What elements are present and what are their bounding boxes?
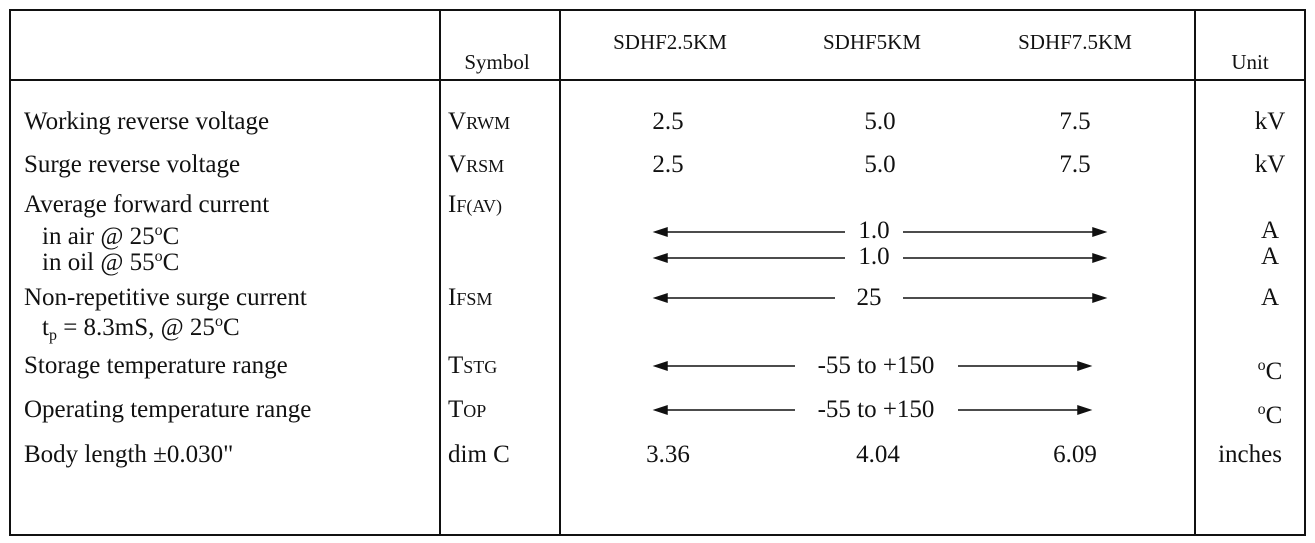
header-unit: Unit — [1231, 50, 1269, 74]
param-label: Surge reverse voltage — [24, 151, 241, 178]
value: 7.5 — [1059, 108, 1091, 135]
value: 5.0 — [864, 151, 896, 178]
arrowhead — [652, 404, 668, 416]
unit: inches — [1218, 441, 1282, 468]
symbol-main: V — [448, 151, 467, 178]
unit: oC — [1258, 395, 1283, 431]
symbol-main: T — [448, 352, 464, 379]
arrowhead — [1077, 360, 1093, 372]
value: 2.5 — [652, 151, 684, 178]
symbol: VRSM — [448, 150, 504, 181]
symbol: TOP — [448, 395, 486, 426]
unit: A — [1260, 243, 1280, 270]
symbol-main: I — [448, 284, 457, 311]
arrowhead — [652, 252, 668, 264]
degree: o — [1257, 357, 1266, 374]
symbol: dim C — [448, 441, 510, 468]
value: 7.5 — [1059, 151, 1091, 178]
arrowhead — [1092, 292, 1108, 304]
header-model: SDHF7.5KM — [1018, 30, 1132, 54]
symbol-sub: FSM — [456, 289, 493, 309]
unit: A — [1260, 284, 1280, 311]
header-symbol: Symbol — [464, 50, 530, 74]
unit: A — [1260, 217, 1280, 244]
condition: tp = 8.3mS, @ 25oC — [42, 307, 240, 351]
arrowhead — [652, 292, 668, 304]
param-label: Storage temperature range — [24, 352, 288, 379]
value: 5.0 — [864, 108, 896, 135]
value: 3.36 — [646, 441, 690, 468]
condition-main: t — [42, 314, 49, 341]
header-model: SDHF2.5KM — [613, 30, 727, 54]
arrowhead — [1092, 226, 1108, 238]
value: 1.0 — [858, 217, 890, 244]
unit: kV — [1254, 151, 1286, 178]
value: 4.04 — [856, 441, 900, 468]
symbol-sub: OP — [463, 401, 487, 421]
table-border — [9, 9, 1306, 536]
value: 1.0 — [858, 243, 890, 270]
param-label: Operating temperature range — [24, 396, 312, 423]
arrowhead — [1077, 404, 1093, 416]
value: 6.09 — [1053, 441, 1097, 468]
symbol-main: I — [448, 191, 457, 218]
degree: o — [214, 313, 223, 330]
condition-text: = 8.3mS, @ 25 — [56, 314, 215, 341]
arrowhead — [1092, 252, 1108, 264]
condition: in oil @ 55oC — [42, 242, 179, 278]
param-label: Body length ±0.030" — [24, 441, 234, 468]
symbol: IF(AV) — [448, 190, 502, 221]
arrowhead — [652, 226, 668, 238]
symbol: IFSM — [448, 283, 492, 314]
symbol-sub: STG — [463, 357, 498, 377]
condition-unit: C — [162, 223, 180, 250]
header-model: SDHF5KM — [822, 30, 922, 54]
value: -55 to +150 — [817, 396, 935, 423]
symbol-sub: F(AV) — [456, 196, 503, 216]
condition-text: in oil @ 55 — [42, 249, 155, 276]
condition-text: in air @ 25 — [42, 223, 155, 250]
param-label: Working reverse voltage — [24, 108, 270, 135]
unit: kV — [1254, 108, 1286, 135]
symbol: VRWM — [448, 107, 510, 138]
symbol-main: V — [448, 108, 467, 135]
value: -55 to +150 — [817, 352, 935, 379]
unit: oC — [1258, 351, 1283, 387]
unit-text: C — [1265, 358, 1283, 385]
param-label: Average forward current — [24, 191, 270, 218]
value: 2.5 — [652, 108, 684, 135]
degree: o — [154, 222, 163, 239]
degree: o — [1257, 401, 1266, 418]
symbol-sub: RSM — [466, 156, 505, 176]
unit-text: C — [1265, 402, 1283, 429]
condition-unit: C — [162, 249, 180, 276]
condition-sub: p — [48, 327, 57, 344]
arrowhead — [652, 360, 668, 372]
symbol-main: T — [448, 396, 464, 423]
value: 25 — [856, 284, 882, 311]
param-label: Non-repetitive surge current — [24, 284, 307, 311]
symbol: TSTG — [448, 351, 497, 382]
symbol-sub: RWM — [466, 113, 511, 133]
condition: in air @ 25oC — [42, 216, 179, 252]
condition-unit: C — [222, 314, 240, 341]
degree: o — [154, 248, 163, 265]
